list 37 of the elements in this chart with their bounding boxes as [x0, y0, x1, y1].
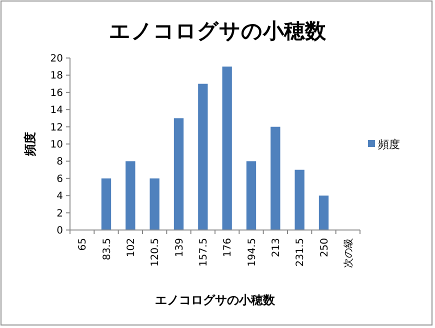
x-tick-label: 120.5: [150, 238, 162, 267]
chart-title: エノコログサの小穂数: [109, 19, 327, 43]
y-tick-label: 18: [50, 70, 63, 82]
bar: [294, 170, 304, 230]
y-tick-label: 2: [56, 208, 63, 220]
bar: [222, 66, 232, 230]
x-tick-label: 139: [174, 238, 186, 258]
y-tick-label: 20: [50, 54, 63, 64]
x-tick-label: 194.5: [246, 238, 258, 267]
bar: [174, 118, 184, 230]
y-tick-label: 4: [56, 191, 63, 202]
bar: [246, 161, 256, 230]
bar: [150, 178, 160, 230]
x-tick-label: 次の級: [343, 238, 354, 268]
y-tick-label: 14: [50, 105, 63, 116]
y-tick-label: 8: [56, 156, 63, 168]
x-tick-label: 213: [270, 238, 282, 258]
x-tick-label: 231.5: [295, 238, 306, 267]
bar: [126, 161, 136, 230]
y-tick-label: 10: [50, 140, 63, 150]
x-tick-label: 102: [126, 238, 137, 258]
y-tick-label: 16: [50, 88, 63, 99]
x-tick-label: 157.5: [198, 238, 210, 267]
y-tick-label: 12: [50, 122, 63, 134]
x-tick-label: 83.5: [102, 238, 113, 260]
y-axis-title: 頻度: [23, 132, 38, 157]
x-tick-label: 176: [222, 238, 234, 258]
bar: [318, 196, 329, 230]
x-tick-label: 65: [78, 238, 89, 251]
y-tick-label: 6: [56, 174, 63, 185]
bar: [270, 126, 280, 230]
x-axis-title: エノコログサの小穂数: [155, 293, 276, 307]
x-tick-label: 250: [319, 238, 330, 258]
bar: [198, 84, 208, 230]
bar: [101, 178, 112, 230]
y-tick-label: 0: [56, 226, 63, 236]
legend-label: 頻度: [378, 138, 400, 151]
